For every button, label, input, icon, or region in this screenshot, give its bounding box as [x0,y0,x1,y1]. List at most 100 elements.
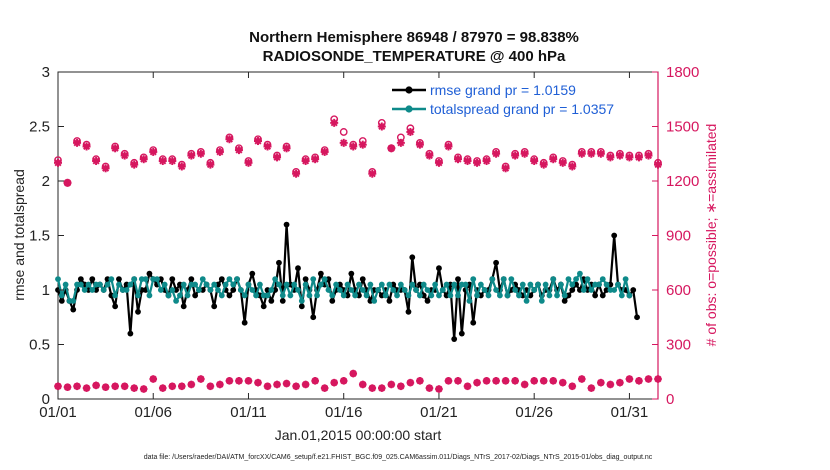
rmse-point [116,276,122,282]
y2-tick-label: 600 [666,282,691,299]
count-assimilated-marker-stroke [111,144,119,152]
count-low-assimilated-marker [358,380,367,389]
count-assimilated-marker [473,158,482,167]
spread-point [554,292,560,299]
rmse-point [630,287,637,293]
count-assimilated-marker [168,157,177,166]
count-assimilated-marker [444,142,453,151]
rmse-point [211,303,218,310]
count-low-assimilated-marker-stroke [511,377,519,385]
count-low-assimilated-marker [539,377,548,385]
count-assimilated-marker-stroke [244,159,253,167]
count-assimilated-marker [92,157,101,166]
rmse-point [409,254,416,261]
spread-point [531,287,538,293]
count-assimilated-marker-stroke [121,152,129,160]
x-tick-label: 01/11 [230,404,266,421]
count-low-assimilated-marker-stroke [245,377,252,385]
count-assimilated-marker-stroke [463,157,472,165]
x-tick-label: 01/21 [420,404,458,421]
spread-point [272,276,279,282]
spread-point [344,281,351,288]
rmse-point [634,314,640,321]
legend-box [386,78,654,124]
count-assimilated-marker-stroke [521,150,529,158]
count-low-assimilated-marker [473,378,481,387]
spread-point [81,287,88,293]
spread-point [62,281,69,288]
count-assimilated-marker-stroke [587,150,595,158]
count-low-assimilated-marker [82,384,91,392]
spread-point [481,287,488,293]
chart-subtitle: RADIOSONDE_TEMPERATURE @ 400 hPa [263,48,566,65]
count-low-assimilated-marker [216,380,224,389]
count-assimilated-marker-stroke [63,179,72,187]
count-assimilated-marker-stroke [559,159,567,167]
count-low-assimilated-marker-stroke [540,377,548,385]
spread-point [577,270,583,277]
count-low-assimilated-marker [206,382,215,391]
y2-axis-ticks: 0 300 600 900 1200 1500 1800 [652,64,699,408]
spread-point [596,281,602,288]
spread-point [382,292,389,299]
count-low-assimilated-marker [397,382,405,391]
spread-point [359,287,366,293]
spread-point [443,281,450,288]
count-low-assimilated-marker-stroke [302,381,310,388]
count-low-assimilated-marker [597,378,605,387]
count-low-assimilated-marker [149,375,158,383]
count-low-assimilated-marker-stroke [521,381,529,388]
count-low-assimilated-marker [54,382,62,391]
count-assimilated-marker-stroke [568,162,576,171]
spread-point [477,281,484,288]
count-low-assimilated-marker [63,383,72,391]
count-assimilated-marker [634,153,643,162]
data-file-footnote: data file: /Users/raeder/DAI/ATM_forcXX/… [144,454,653,461]
count-assimilated-marker-stroke [149,148,157,156]
spread-point [569,281,576,288]
count-assimilated-marker [139,155,148,164]
count-assimilated-marker [301,157,310,166]
spread-point [218,292,225,299]
spread-point [401,287,408,293]
count-low-assimilated-marker [225,377,234,385]
rmse-point [436,265,442,272]
count-low-assimilated-marker-stroke [559,379,567,387]
count-low-assimilated-marker [616,378,624,387]
spread-point [470,276,477,282]
rmse-point [249,270,256,277]
spread-point [397,281,404,288]
spread-point [180,281,187,288]
count-low-assimilated-marker [454,377,462,385]
rmse-point [458,330,465,337]
spread-point [310,276,317,282]
spread-point [85,281,92,288]
count-assimilated-marker [273,153,282,162]
rmse-point [70,306,77,313]
count-assimilated-marker-stroke [263,142,272,151]
count-low-assimilated-marker [130,384,138,392]
spread-point [378,281,385,288]
count-low-assimilated-marker [168,382,177,391]
count-low-assimilated-marker [139,385,148,393]
spread-point [455,292,461,299]
rmse-point [405,308,412,315]
spread-point [565,276,572,282]
count-low-assimilated-marker [273,380,281,389]
count-low-assimilated-marker [530,377,538,385]
spread-point [451,281,458,288]
count-assimilated-marker-stroke [92,157,100,165]
count-assimilated-marker [511,151,520,160]
spread-point [321,276,328,282]
spread-point [394,292,400,299]
count-low-assimilated-marker-stroke [235,377,243,385]
count-low-assimilated-marker-stroke [397,382,405,390]
count-low-assimilated-marker [120,382,129,391]
count-assimilated-marker [320,147,329,156]
y-axis-ticks: 0 0.5 1 1.5 2 2.5 3 [29,64,64,408]
spread-point [184,292,191,299]
spread-point [100,287,107,293]
spread-point [611,287,618,293]
count-assimilated-marker [520,149,529,158]
count-assimilated-marker-stroke [644,152,653,160]
